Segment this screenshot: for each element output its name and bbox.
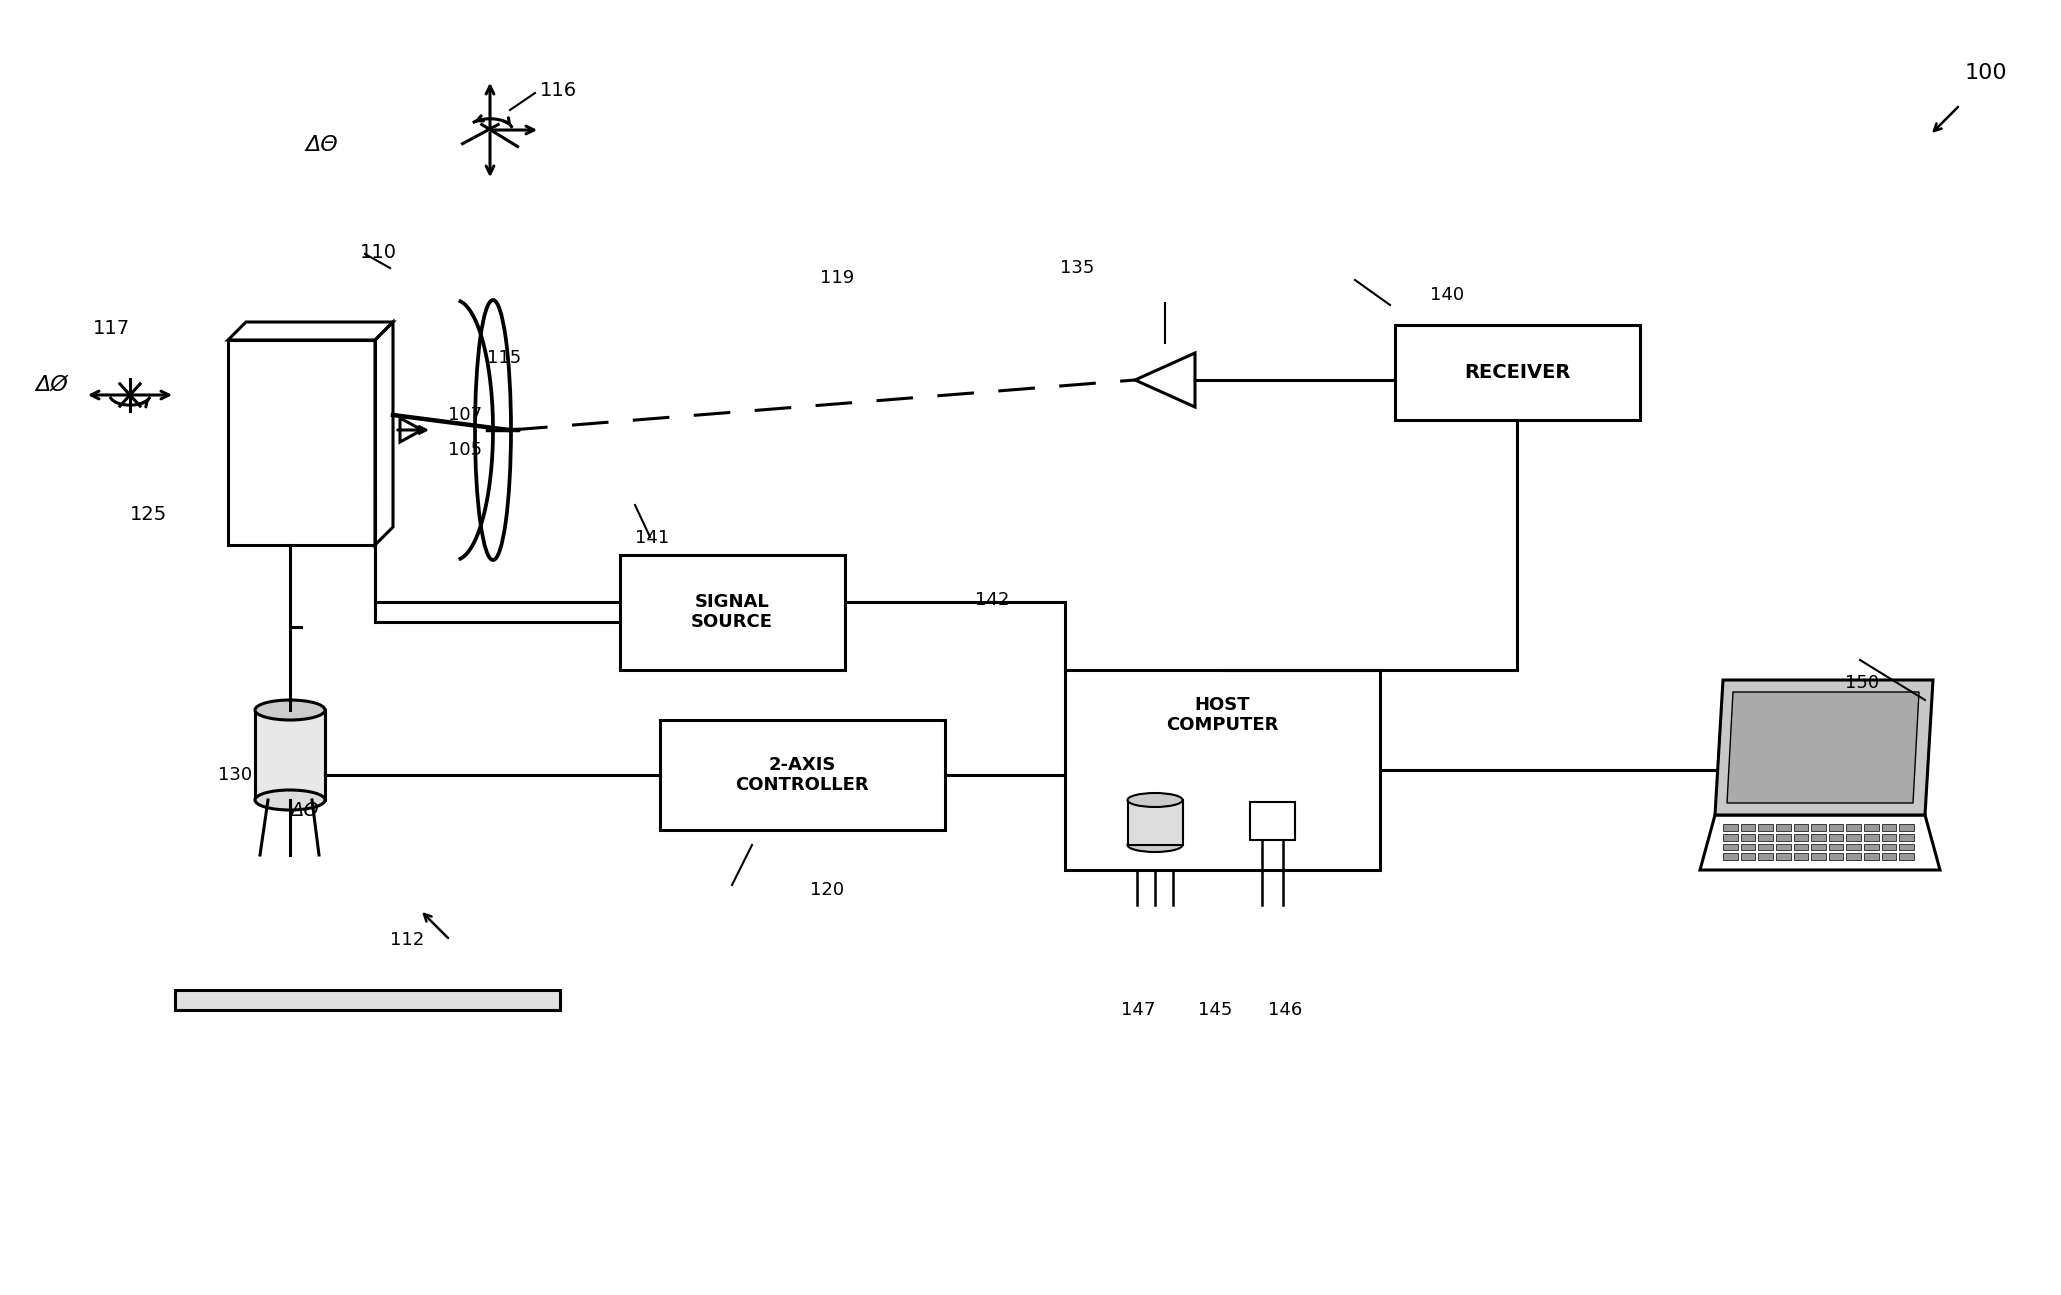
Ellipse shape <box>256 790 326 809</box>
Bar <box>1777 843 1791 851</box>
Bar <box>1066 670 1381 870</box>
Bar <box>1793 853 1807 860</box>
Bar <box>229 341 375 545</box>
Ellipse shape <box>1127 793 1183 807</box>
Bar <box>1882 834 1896 840</box>
Bar <box>1758 824 1772 831</box>
Text: ΔØ: ΔØ <box>35 376 68 395</box>
Text: 2-AXIS
CONTROLLER: 2-AXIS CONTROLLER <box>736 755 870 794</box>
Bar <box>1863 853 1880 860</box>
Bar <box>1812 824 1826 831</box>
Bar <box>660 720 946 830</box>
Bar <box>1828 824 1843 831</box>
Text: 140: 140 <box>1430 286 1463 304</box>
Text: RECEIVER: RECEIVER <box>1463 363 1570 382</box>
Text: ΔΘ: ΔΘ <box>305 135 338 155</box>
Bar <box>1847 853 1861 860</box>
Text: 150: 150 <box>1845 673 1880 692</box>
Bar <box>1742 824 1756 831</box>
Ellipse shape <box>1127 838 1183 852</box>
Bar <box>1395 325 1641 420</box>
Bar <box>256 710 326 800</box>
Bar <box>1777 853 1791 860</box>
Bar <box>1828 843 1843 851</box>
Bar <box>1742 853 1756 860</box>
Bar <box>1251 802 1294 840</box>
Ellipse shape <box>256 701 326 720</box>
Bar <box>1793 824 1807 831</box>
Text: 147: 147 <box>1121 1001 1154 1019</box>
Bar <box>1127 800 1183 846</box>
Text: 130: 130 <box>218 767 251 783</box>
Text: 146: 146 <box>1268 1001 1303 1019</box>
Text: 100: 100 <box>1964 63 2007 83</box>
Polygon shape <box>1715 680 1933 815</box>
Bar <box>1863 824 1880 831</box>
Text: 116: 116 <box>540 80 577 100</box>
Text: ΔΘ: ΔΘ <box>291 800 319 820</box>
Bar <box>1863 843 1880 851</box>
Text: HOST
COMPUTER: HOST COMPUTER <box>1167 695 1278 734</box>
Bar <box>1812 843 1826 851</box>
Text: 117: 117 <box>93 319 130 338</box>
Bar <box>1847 843 1861 851</box>
Bar <box>1742 834 1756 840</box>
Text: 120: 120 <box>810 881 845 899</box>
Bar <box>1828 853 1843 860</box>
Bar <box>1777 834 1791 840</box>
Bar <box>1882 824 1896 831</box>
Text: 115: 115 <box>486 348 521 366</box>
Text: 110: 110 <box>361 242 398 262</box>
Text: 107: 107 <box>447 407 482 423</box>
Text: 112: 112 <box>390 931 425 949</box>
Text: 105: 105 <box>447 442 482 458</box>
Bar <box>620 556 845 670</box>
Bar <box>1828 834 1843 840</box>
Bar <box>1723 824 1737 831</box>
Text: 135: 135 <box>1059 259 1094 277</box>
Bar <box>1812 834 1826 840</box>
Bar <box>1882 853 1896 860</box>
Bar <box>1742 843 1756 851</box>
Bar <box>1900 834 1915 840</box>
Text: 145: 145 <box>1197 1001 1232 1019</box>
Bar <box>1758 853 1772 860</box>
Text: 119: 119 <box>820 269 853 287</box>
Bar <box>1723 834 1737 840</box>
Text: 141: 141 <box>635 528 670 546</box>
Bar <box>1847 834 1861 840</box>
Text: 142: 142 <box>975 591 1010 609</box>
Bar <box>1882 843 1896 851</box>
Bar <box>175 989 561 1010</box>
Bar <box>1900 853 1915 860</box>
Bar <box>1847 824 1861 831</box>
Bar <box>1900 824 1915 831</box>
Bar <box>1863 834 1880 840</box>
Text: 125: 125 <box>130 505 167 524</box>
Bar <box>1793 843 1807 851</box>
Text: SIGNAL
SOURCE: SIGNAL SOURCE <box>690 593 773 632</box>
Bar <box>1812 853 1826 860</box>
Bar <box>1758 843 1772 851</box>
Bar <box>1723 843 1737 851</box>
Bar <box>1900 843 1915 851</box>
Bar <box>1723 853 1737 860</box>
Bar <box>1793 834 1807 840</box>
Bar <box>1758 834 1772 840</box>
Bar <box>1777 824 1791 831</box>
Polygon shape <box>1727 692 1919 803</box>
